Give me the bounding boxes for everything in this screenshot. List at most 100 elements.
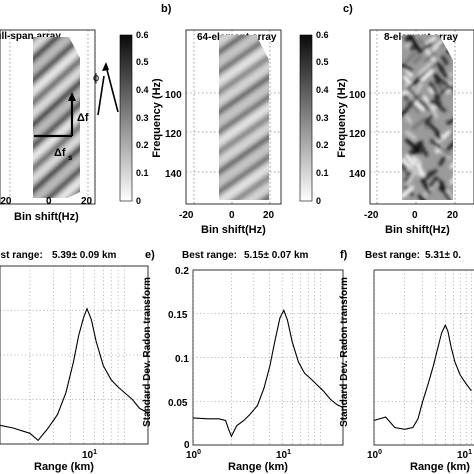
heatmap-stripe <box>33 129 80 198</box>
heatmap-stripe <box>219 177 269 200</box>
heatmap-speckle <box>431 99 447 113</box>
colorbar-tick-label: 0.1 <box>316 168 329 178</box>
line-panel-f: f) Best range: 5.31± 0. Standard Dev. Ra… <box>339 249 474 473</box>
heatmap-speckle <box>402 63 413 73</box>
colorbar-tick-label: 0.3 <box>136 113 149 123</box>
heatmap-speckle <box>411 72 428 86</box>
heatmap-stripe <box>209 0 279 29</box>
y-tick-label: 140 <box>349 169 366 180</box>
colorbar-fullspan <box>119 34 133 202</box>
heatmap-stripe <box>33 37 80 108</box>
y-tick-label: 0.05 <box>168 398 188 409</box>
best-range-value-d: 5.39± 0.09 km <box>52 250 117 261</box>
heatmap-speckle <box>433 176 445 186</box>
heatmap-speckle <box>428 87 438 97</box>
heatmap-image-64 <box>209 0 279 200</box>
heatmap-stripe <box>33 52 80 130</box>
heatmap-stripe <box>33 107 80 185</box>
heatmap-stripe <box>219 167 269 200</box>
heatmap-speckle <box>404 114 413 124</box>
heatmap-stripe <box>219 117 269 172</box>
heatmap-speckle <box>443 190 453 200</box>
x-tick-label: -20 <box>364 210 379 221</box>
series-line-d <box>0 307 149 442</box>
line-gridlines-e <box>192 270 343 445</box>
panel-label-e: e) <box>145 249 155 261</box>
heatmap-panel-fullspan: full-span array ϕ Δf Δf s -20 0 20 Bin s <box>0 0 149 223</box>
best-range-label-e: Best range: <box>182 250 237 261</box>
series-line-e <box>192 308 344 438</box>
y-tick-label: 100 <box>165 90 182 101</box>
colorbar-tick-label: 0.5 <box>316 57 329 67</box>
heatmap-speckle <box>423 51 437 63</box>
x-tick-label: 0 <box>229 210 235 221</box>
heatmap-speckle <box>432 94 442 106</box>
x-axis-label: Range (km) <box>228 461 288 473</box>
heatmap-title-fullspan: full-span array <box>0 31 61 42</box>
heatmap-speckle <box>425 36 437 46</box>
heatmap-image-8 <box>402 35 453 200</box>
heatmap-speckle <box>418 141 429 157</box>
heatmap-stripe <box>219 127 269 182</box>
x-tick-label: 100 <box>186 449 201 461</box>
y-axis-label-e: Standard Dev. Radon transform <box>142 277 153 427</box>
heatmap-speckle <box>446 115 453 125</box>
heatmap-speckle <box>449 173 453 185</box>
heatmap-speckle <box>406 169 417 186</box>
heatmap-speckle <box>422 45 437 64</box>
colorbar-tick-label: 0.6 <box>316 30 329 40</box>
x-axis-label: Bin shift(Hz) <box>14 211 79 223</box>
series-line-f <box>373 323 472 430</box>
heatmap-stripe <box>33 37 80 97</box>
heatmap-speckle <box>446 135 453 151</box>
heatmap-speckle <box>418 99 433 113</box>
best-range-label-f: Best range: <box>365 250 420 261</box>
heatmap-axes-frame-64 <box>185 29 282 205</box>
colorbar-ticks-fullspan: 0.6 0.5 0.4 0.3 0.2 0.1 0 <box>136 30 149 206</box>
heatmap-stripe <box>33 140 80 198</box>
heatmap-speckle <box>406 97 421 114</box>
colorbar-ticks-64: 0.6 0.5 0.4 0.3 0.2 0.1 0 <box>316 30 329 206</box>
heatmap-stripe <box>219 57 269 112</box>
heatmap-speckle <box>449 126 453 138</box>
heatmap-stripe <box>33 74 80 152</box>
panel-label-b: b) <box>161 3 172 15</box>
y-tick-label: 0.1 <box>175 354 189 365</box>
y-axis-label-64: Frequency (Hz) <box>151 78 163 158</box>
heatmap-speckle <box>417 194 432 200</box>
x-tick-label: 0 <box>412 210 418 221</box>
heatmap-stripe <box>18 0 98 6</box>
heatmap-panel-64: b) 64-element array Frequency (Hz) 100 1… <box>151 0 329 236</box>
heatmap-speckle <box>414 82 423 95</box>
heatmap-speckle <box>423 170 433 180</box>
delta-f-label: Δf <box>77 112 89 124</box>
heatmap-speckle <box>406 141 421 157</box>
x-tick-label: 101 <box>457 449 472 461</box>
best-range-value-e: 5.15± 0.07 km <box>244 250 309 261</box>
delta-f-annotation <box>34 92 76 138</box>
colorbar-tick-label: 0.5 <box>136 57 149 67</box>
heatmap-stripe <box>219 35 269 62</box>
y-tick-label: 0.2 <box>175 266 189 277</box>
heatmap-stripe <box>219 107 269 162</box>
best-range-value-f: 5.31± 0. <box>425 250 461 261</box>
heatmap-speckle <box>429 179 437 188</box>
heatmap-speckle <box>435 131 442 141</box>
heatmap-stripe <box>219 187 269 200</box>
colorbar-tick-label: 0.4 <box>316 85 329 95</box>
heatmap-speckle <box>440 147 451 157</box>
heatmap-speckle <box>407 158 422 172</box>
y-tick-label: 0.15 <box>168 310 188 321</box>
best-range-label-d: est range: <box>0 250 43 261</box>
heatmap-speckle <box>429 139 442 150</box>
heatmap-stripe <box>219 35 269 52</box>
line-gridlines-d <box>0 266 148 444</box>
heatmap-image-fullspan <box>18 0 98 198</box>
heatmap-stripe <box>18 0 98 28</box>
line-panel-e: e) Best range: 5.15± 0.07 km Standard De… <box>142 249 344 473</box>
heatmap-stripe <box>33 118 80 196</box>
heatmap-stripe <box>219 147 269 200</box>
panel-label-c: c) <box>343 3 353 15</box>
heatmap-stripe <box>33 41 80 119</box>
